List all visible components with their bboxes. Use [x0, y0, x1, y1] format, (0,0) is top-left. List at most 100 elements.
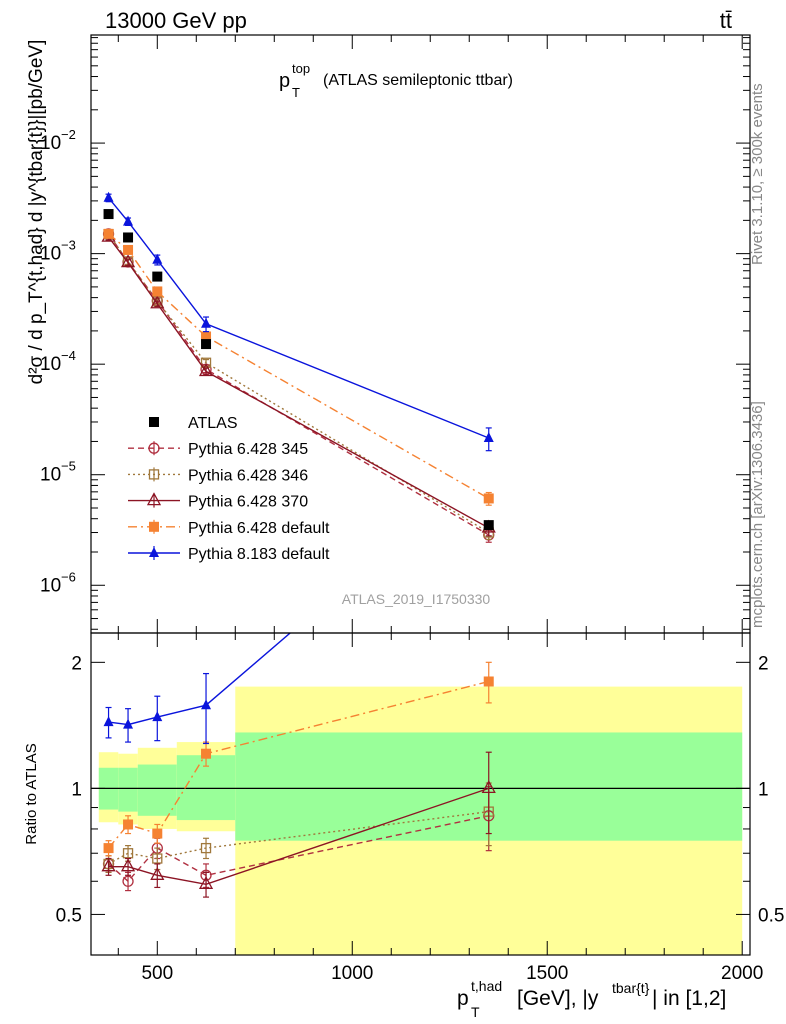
main-point — [103, 228, 114, 239]
legend-marker — [149, 417, 159, 427]
ratio-green-band-1 — [118, 767, 138, 812]
main-series-pythia-8-183-default — [103, 191, 494, 452]
ratio-y-tick-label-left: 1 — [71, 779, 82, 800]
main-point — [201, 331, 212, 342]
main-point — [123, 232, 134, 243]
ratio-point — [198, 875, 214, 889]
ratio-green-band-2 — [137, 764, 177, 816]
main-point — [198, 363, 214, 377]
main-line — [108, 233, 490, 500]
main-point — [150, 295, 165, 309]
main-y-tick-exponent: −6 — [61, 569, 76, 584]
ratio-point — [201, 748, 212, 759]
analysis-watermark: ATLAS_2019_I1750330 — [342, 591, 491, 607]
ratio-point — [152, 828, 163, 839]
x-label-end: | in [1,2] — [652, 987, 726, 1010]
main-y-tick-exponent: −4 — [61, 348, 76, 363]
ratio-y-axis-label: Ratio to ATLAS — [23, 743, 40, 844]
main-title-p: p — [279, 70, 290, 92]
ratio-series-pythia-6-428-370 — [101, 751, 496, 898]
ratio-point — [122, 848, 134, 859]
ratio-series-group — [101, 457, 496, 898]
main-y-tick-exponent: −2 — [61, 127, 76, 142]
main-point — [123, 215, 134, 226]
ratio-x-tick-label: 1500 — [526, 963, 568, 984]
main-y-tick-exponent: −3 — [61, 238, 76, 253]
legend-entry: ATLAS — [149, 415, 238, 432]
ratio-point — [201, 699, 212, 710]
ratio-point — [200, 842, 212, 854]
legend-entry: Pythia 6.428 370 — [128, 492, 308, 511]
legend-label: Pythia 6.428 345 — [188, 441, 308, 458]
ratio-point — [152, 711, 163, 722]
main-point — [483, 493, 494, 504]
legend-label: Pythia 8.183 default — [188, 546, 330, 563]
main-point — [152, 271, 163, 282]
main-y-tick-label: 10 — [40, 575, 61, 596]
main-point — [200, 357, 212, 368]
legend-marker — [149, 521, 159, 532]
main-y-tick-label: 10 — [40, 465, 61, 486]
ratio-axes: 500 1000 1500 2000 0.5 0.5 1 1 2 2 — [56, 633, 784, 984]
legend-entry: Pythia 8.183 default — [128, 546, 330, 563]
main-title: p T top (ATLAS semileptonic ttbar) — [279, 61, 513, 100]
main-point — [103, 191, 114, 202]
ratio-point — [484, 457, 494, 467]
ratio-y-tick-label-left: 0.5 — [56, 905, 82, 926]
legend-entry: Pythia 6.428 default — [128, 519, 330, 537]
main-y-tick-label: 10 — [40, 354, 61, 375]
x-label-mid: [GeV], |y — [517, 987, 599, 1010]
main-point — [152, 286, 163, 297]
legend-label: ATLAS — [188, 415, 238, 432]
main-point — [201, 317, 212, 328]
ratio-point — [122, 875, 134, 887]
legend-label: Pythia 6.428 370 — [188, 494, 308, 511]
x-label-p: p — [457, 987, 469, 1010]
legend-marker — [148, 442, 160, 454]
ratio-uncertainty-bands — [91, 686, 750, 955]
main-series-atlas — [103, 209, 494, 531]
ratio-point — [123, 819, 134, 830]
ratio-point — [483, 676, 494, 687]
ratio-point — [481, 780, 496, 794]
main-y-axis-label: d²σ / d p_T^{t,had} d |y^{tbar{t}}|[pb/G… — [26, 40, 47, 385]
x-axis-label: p T t,had [GeV], |y tbar{t} | in [1,2] — [457, 978, 726, 1020]
main-y-tick-label: 10 — [40, 244, 61, 265]
main-point — [103, 209, 114, 220]
legend-marker — [146, 492, 162, 506]
ratio-y-tick-label-right: 2 — [758, 653, 769, 674]
legend-marker — [149, 547, 159, 557]
main-series-pythia-6-428-default — [103, 228, 494, 506]
ratio-x-tick-label: 1000 — [331, 963, 373, 984]
ratio-point — [120, 858, 136, 872]
legend-entry: Pythia 6.428 346 — [128, 467, 308, 484]
ratio-series-pythia-8-183-default — [103, 457, 494, 745]
ratio-y-tick-label-right: 0.5 — [758, 905, 784, 926]
ratio-point — [150, 866, 165, 880]
mcplots-label: mcplots.cern.ch [arXiv:1306.3436] — [749, 401, 766, 628]
main-title-rest: (ATLAS semileptonic ttbar) — [323, 72, 513, 89]
main-title-sub: T — [292, 85, 300, 100]
x-label-sub: T — [471, 1004, 480, 1020]
main-point — [201, 339, 212, 350]
legend-label: Pythia 6.428 346 — [188, 467, 308, 484]
ratio-point — [101, 858, 116, 872]
main-plot-frame — [90, 34, 751, 634]
main-series-group — [101, 191, 496, 543]
main-title-sup: top — [292, 61, 310, 76]
main-y-tick-label: 10 — [40, 133, 61, 154]
x-label-sup2: tbar{t} — [612, 980, 650, 996]
main-y-axis: 10−610−510−410−310−2 — [40, 35, 750, 633]
legend-label: Pythia 6.428 default — [188, 520, 330, 537]
x-label-sup: t,had — [471, 978, 502, 994]
ratio-y-tick-label-left: 2 — [71, 653, 82, 674]
main-point — [152, 253, 163, 264]
main-line — [107, 233, 490, 534]
ratio-x-tick-label: 500 — [141, 963, 173, 984]
energy-label: 13000 GeV pp — [105, 8, 247, 33]
ratio-series-pythia-6-428-default — [103, 661, 494, 857]
main-line — [108, 197, 490, 439]
ratio-point — [123, 718, 134, 729]
main-point — [123, 244, 134, 255]
